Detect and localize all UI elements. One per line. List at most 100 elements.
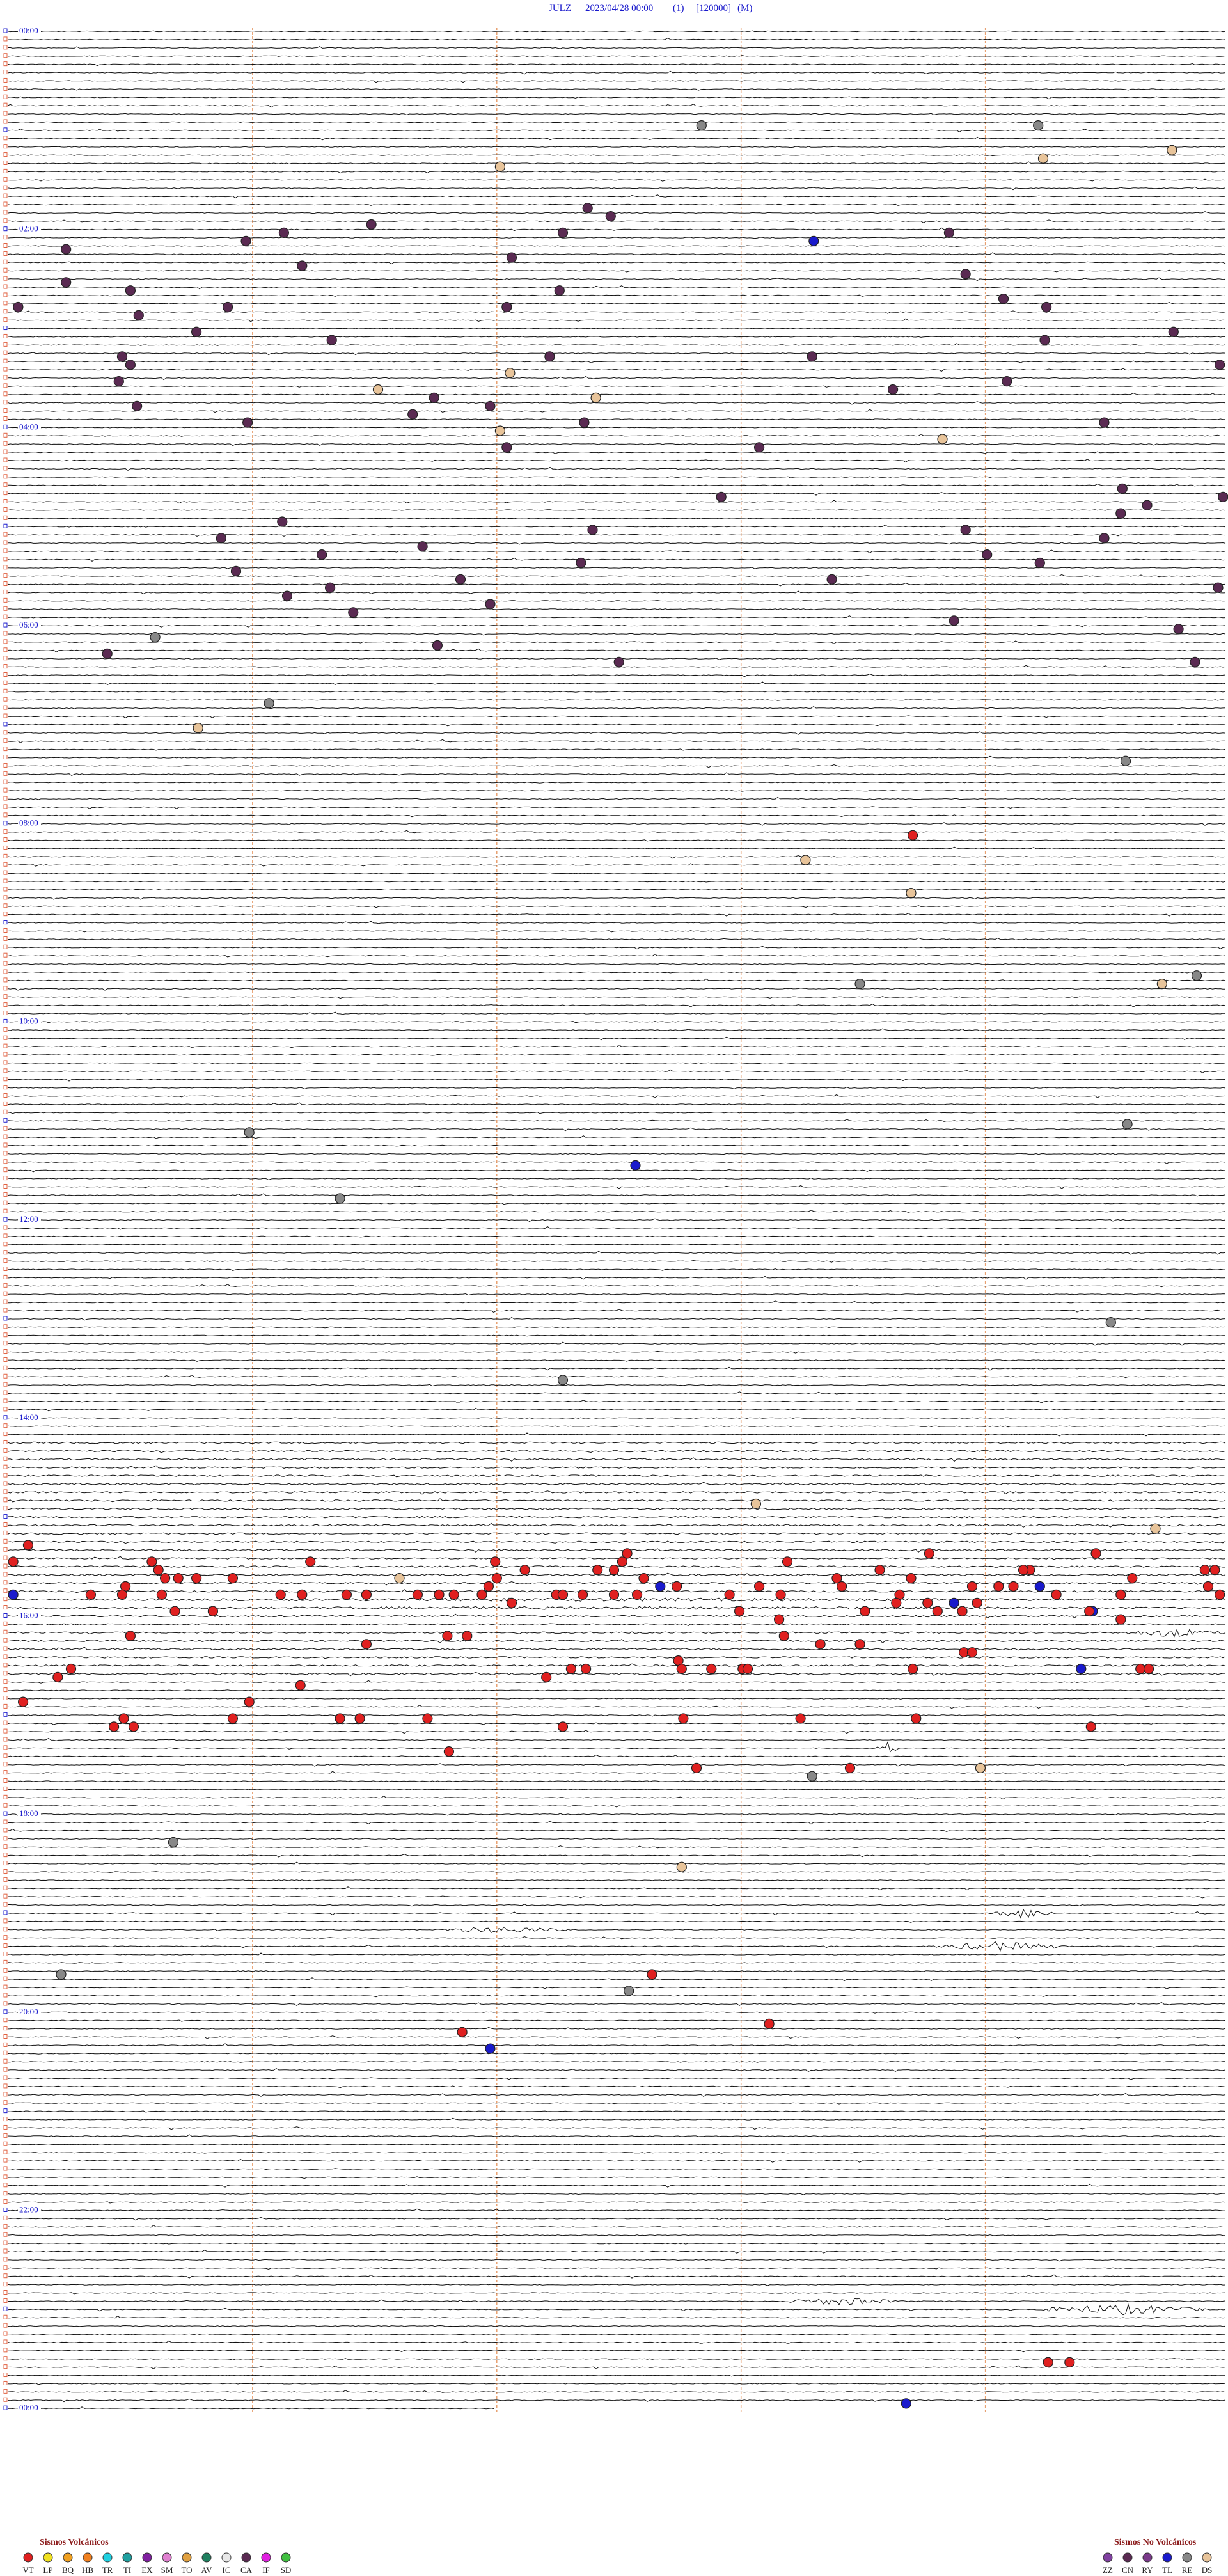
row-marker bbox=[3, 1497, 8, 1503]
trace bbox=[7, 1407, 1226, 1412]
hour-bg bbox=[18, 422, 41, 431]
row-marker bbox=[3, 1357, 8, 1362]
event bbox=[874, 1565, 885, 1576]
trace bbox=[8, 1300, 1226, 1304]
trace bbox=[7, 574, 1226, 578]
trace bbox=[7, 1854, 1226, 1858]
event bbox=[1218, 491, 1228, 502]
trace bbox=[7, 1861, 1226, 1865]
event bbox=[590, 392, 601, 404]
trace bbox=[7, 401, 1226, 405]
trace bbox=[7, 723, 1226, 727]
row-marker bbox=[3, 119, 8, 124]
trace bbox=[8, 219, 1226, 223]
row-marker bbox=[3, 144, 8, 149]
row-marker bbox=[3, 1993, 8, 1998]
event bbox=[541, 1671, 552, 1682]
trace bbox=[7, 1741, 1226, 1753]
event bbox=[8, 1556, 19, 1567]
datetime: 2023/04/28 00:00 bbox=[585, 3, 653, 13]
trace bbox=[8, 1763, 1226, 1767]
trace bbox=[7, 1193, 1226, 1197]
row-marker bbox=[3, 1538, 8, 1544]
event bbox=[608, 1565, 620, 1576]
row-marker bbox=[3, 235, 8, 240]
event bbox=[1199, 1565, 1211, 1576]
event bbox=[173, 1573, 184, 1584]
row-marker bbox=[3, 441, 8, 446]
event bbox=[457, 2027, 468, 2037]
row-marker bbox=[3, 111, 8, 116]
row-marker bbox=[3, 1703, 8, 1709]
trace bbox=[7, 624, 1226, 628]
event bbox=[557, 1589, 569, 1600]
row-marker bbox=[3, 2314, 8, 2319]
trace bbox=[7, 1316, 1226, 1321]
event bbox=[361, 1589, 372, 1600]
row-marker bbox=[3, 895, 8, 900]
trace bbox=[7, 1359, 1226, 1362]
trace bbox=[7, 2176, 1226, 2179]
event bbox=[1002, 375, 1012, 387]
row-marker bbox=[3, 2108, 8, 2114]
row-marker bbox=[3, 1959, 8, 1964]
event bbox=[630, 1160, 641, 1171]
trace bbox=[7, 1796, 1226, 1800]
trace bbox=[7, 1079, 1226, 1082]
row-marker bbox=[3, 28, 8, 33]
row-marker bbox=[3, 2397, 8, 2402]
legend-item: BQ bbox=[62, 2565, 74, 2575]
row-marker bbox=[3, 2199, 8, 2204]
event bbox=[491, 1573, 502, 1584]
trace bbox=[7, 2117, 1226, 2121]
row-marker bbox=[3, 127, 8, 132]
hour-label: 04:00 bbox=[19, 422, 38, 431]
event bbox=[1076, 1663, 1087, 1675]
row-marker bbox=[3, 1283, 8, 1288]
row-marker bbox=[3, 152, 8, 157]
event bbox=[696, 120, 707, 131]
row-marker bbox=[3, 1060, 8, 1065]
trace bbox=[7, 46, 1226, 49]
row-marker bbox=[3, 1308, 8, 1313]
trace bbox=[7, 1062, 1226, 1064]
legend-item: AV bbox=[201, 2565, 212, 2575]
trace bbox=[7, 252, 1226, 255]
trace bbox=[7, 1941, 1226, 1952]
row-marker bbox=[3, 309, 8, 314]
trace bbox=[7, 360, 1226, 363]
trace bbox=[7, 2183, 1226, 2188]
component: (1) bbox=[673, 3, 684, 13]
trace bbox=[7, 1457, 1226, 1462]
trace bbox=[7, 1425, 1226, 1428]
trace bbox=[8, 665, 1226, 668]
trace bbox=[7, 1450, 1226, 1453]
event bbox=[335, 1713, 345, 1724]
row-marker bbox=[3, 1720, 8, 1725]
event bbox=[557, 227, 569, 238]
trace bbox=[8, 1904, 1226, 1907]
row-marker bbox=[3, 705, 8, 710]
event bbox=[807, 351, 817, 362]
trace bbox=[7, 2085, 1226, 2089]
trace bbox=[7, 427, 1226, 429]
hour-bg bbox=[18, 1016, 41, 1025]
event bbox=[56, 1969, 67, 1980]
event bbox=[1120, 755, 1131, 766]
trace bbox=[7, 121, 1226, 123]
row-marker bbox=[3, 1943, 8, 1948]
event bbox=[1150, 1523, 1161, 1534]
trace bbox=[7, 302, 1226, 304]
hour-label: 22:00 bbox=[19, 2204, 38, 2214]
event bbox=[844, 1762, 856, 1773]
trace bbox=[8, 2259, 1226, 2262]
trace bbox=[7, 1028, 1226, 1031]
event bbox=[1202, 1581, 1214, 1592]
trace bbox=[7, 1548, 1226, 1553]
row-marker bbox=[3, 251, 8, 256]
hour-bg bbox=[18, 2205, 41, 2213]
event bbox=[1064, 2357, 1075, 2367]
row-marker bbox=[3, 639, 8, 644]
row-marker bbox=[3, 845, 8, 850]
hour-bg bbox=[18, 1215, 41, 1223]
